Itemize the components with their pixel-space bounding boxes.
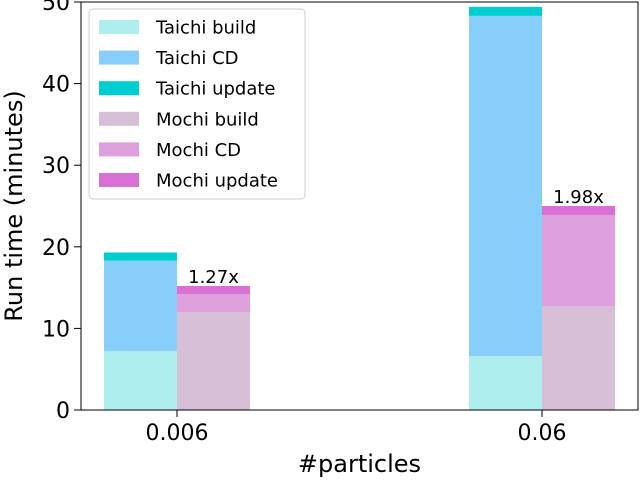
legend-swatch <box>99 81 139 96</box>
speedup-annotation: 1.98x <box>553 187 604 208</box>
legend-swatch <box>99 142 139 157</box>
bar-mochi-update-1 <box>542 206 615 215</box>
legend-swatch <box>99 111 139 126</box>
legend-label: Taichi update <box>155 79 276 100</box>
y-axis-label: Run time (minutes) <box>0 90 28 321</box>
bar-taichi-build-1 <box>469 356 542 410</box>
x-axis-label: #particles <box>298 450 421 478</box>
bar-taichi-build-0 <box>104 351 177 410</box>
y-tick-label: 50 <box>42 0 70 16</box>
legend-label: Taichi CD <box>155 48 239 69</box>
legend: Taichi build Taichi CD Taichi update Mochi … <box>88 8 306 200</box>
bar-mochi-cd-0 <box>177 294 250 313</box>
x-tick-label: 0.006 <box>146 421 209 446</box>
y-axis: 0 10 20 30 40 50 <box>42 0 81 424</box>
bar-taichi-update-0 <box>104 252 177 261</box>
bar-mochi-build-1 <box>542 306 615 410</box>
legend-swatch <box>99 50 139 65</box>
legend-label: Taichi build <box>155 18 256 39</box>
x-axis: 0.006 0.06 <box>146 410 567 446</box>
bars-layer <box>104 6 615 410</box>
bar-mochi-build-0 <box>177 312 250 410</box>
legend-swatch <box>99 173 139 187</box>
annotations: 1.27x 1.98x <box>188 187 604 288</box>
y-tick-label: 10 <box>42 317 70 342</box>
x-tick-label: 0.06 <box>518 421 567 446</box>
y-tick-label: 20 <box>42 236 70 261</box>
legend-swatch <box>99 20 139 34</box>
bar-taichi-update-1 <box>469 6 542 16</box>
plot-frame <box>80 1 639 411</box>
bar-taichi-cd-0 <box>104 260 177 352</box>
y-tick-label: 30 <box>42 154 70 179</box>
bar-mochi-update-0 <box>177 285 250 295</box>
legend-box <box>88 8 306 200</box>
bar-mochi-cd-1 <box>542 214 615 307</box>
y-tick-label: 40 <box>42 73 70 98</box>
bar-taichi-cd-1 <box>469 15 542 357</box>
speedup-annotation: 1.27x <box>188 267 239 288</box>
legend-label: Mochi CD <box>156 140 241 161</box>
legend-label: Mochi build <box>156 109 259 130</box>
y-tick-label: 0 <box>56 399 70 424</box>
legend-label: Mochi update <box>156 171 278 192</box>
